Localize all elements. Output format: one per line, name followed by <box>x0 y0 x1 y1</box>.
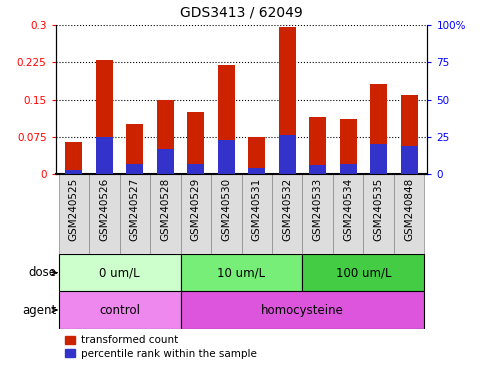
Bar <box>363 174 394 254</box>
Bar <box>218 140 235 174</box>
Text: agent: agent <box>22 303 56 316</box>
Text: GDS3413 / 62049: GDS3413 / 62049 <box>180 5 303 19</box>
Bar <box>150 174 181 254</box>
Bar <box>187 164 204 174</box>
Legend: transformed count, percentile rank within the sample: transformed count, percentile rank withi… <box>61 331 261 363</box>
Text: GSM240530: GSM240530 <box>221 178 231 241</box>
Text: GSM240527: GSM240527 <box>130 178 140 242</box>
Bar <box>58 174 89 254</box>
Bar <box>157 99 174 174</box>
Text: GSM240532: GSM240532 <box>282 178 292 242</box>
Bar <box>96 137 113 174</box>
Bar <box>127 124 143 174</box>
Bar <box>340 164 356 174</box>
Bar <box>58 254 181 291</box>
Bar <box>401 94 417 174</box>
Bar <box>370 144 387 174</box>
Text: GSM240529: GSM240529 <box>191 178 201 242</box>
Bar <box>309 117 326 174</box>
Bar <box>89 174 120 254</box>
Bar <box>181 291 425 329</box>
Bar <box>181 254 302 291</box>
Text: dose: dose <box>28 266 56 279</box>
Bar <box>279 135 296 174</box>
Bar <box>394 174 425 254</box>
Bar <box>333 174 363 254</box>
Bar <box>181 174 211 254</box>
Bar <box>66 170 82 174</box>
Bar <box>279 27 296 174</box>
Bar <box>401 146 417 174</box>
Bar <box>302 174 333 254</box>
Bar <box>370 84 387 174</box>
Text: GSM240531: GSM240531 <box>252 178 262 242</box>
Text: GSM240535: GSM240535 <box>374 178 384 242</box>
Text: control: control <box>99 303 140 316</box>
Text: GSM240534: GSM240534 <box>343 178 353 242</box>
Bar <box>127 164 143 174</box>
Text: homocysteine: homocysteine <box>261 303 344 316</box>
Text: 100 um/L: 100 um/L <box>336 266 391 279</box>
Bar <box>340 119 356 174</box>
Bar <box>58 291 181 329</box>
Text: GSM240533: GSM240533 <box>313 178 323 242</box>
Text: GSM240526: GSM240526 <box>99 178 109 242</box>
Bar <box>272 174 302 254</box>
Text: GSM240525: GSM240525 <box>69 178 79 242</box>
Bar <box>248 137 265 174</box>
Bar <box>309 165 326 174</box>
Text: 0 um/L: 0 um/L <box>99 266 140 279</box>
Bar <box>218 65 235 174</box>
Bar <box>157 149 174 174</box>
Bar <box>96 60 113 174</box>
Bar <box>242 174 272 254</box>
Bar <box>187 112 204 174</box>
Bar <box>211 174 242 254</box>
Bar <box>248 168 265 174</box>
Text: 10 um/L: 10 um/L <box>217 266 266 279</box>
Text: GSM240848: GSM240848 <box>404 178 414 242</box>
Bar <box>302 254 425 291</box>
Bar <box>66 142 82 174</box>
Text: GSM240528: GSM240528 <box>160 178 170 242</box>
Bar <box>120 174 150 254</box>
